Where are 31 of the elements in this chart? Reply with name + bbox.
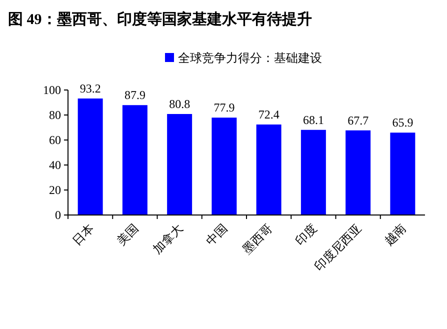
y-tick-label: 20 [49,183,61,197]
x-tick-label: 越南 [382,221,409,248]
x-tick-label: 墨西哥 [240,221,275,257]
bar [167,114,192,215]
x-tick-label: 日本 [70,221,96,248]
bar [78,98,103,215]
x-tick-label: 加拿大 [150,221,186,257]
data-label: 68.1 [302,112,324,127]
data-label: 65.9 [392,116,414,130]
bar [122,105,148,215]
bar [346,130,371,215]
y-tick-label: 40 [49,158,61,172]
y-tick-label: 60 [49,133,61,147]
bar [256,124,282,215]
bar [300,130,326,215]
data-label: 67.7 [348,113,369,128]
data-label: 77.9 [214,100,235,115]
bar [212,118,237,215]
chart-title: 图 49：墨西哥、印度等国家基建水平有待提升 [8,10,312,28]
data-label: 93.2 [80,82,101,96]
x-tick-label: 中国 [203,221,230,248]
data-label: 80.8 [169,97,190,111]
legend-label: 全球竞争力得分：基础建设 [178,51,322,65]
data-label: 72.4 [258,108,280,122]
bar [390,132,416,215]
y-tick-label: 0 [55,208,61,222]
data-label: 87.9 [124,88,146,102]
x-tick-label: 美国 [114,221,142,248]
y-tick-label: 80 [49,108,61,122]
x-tick-label: 印度 [292,221,320,248]
y-tick-label: 100 [43,83,61,97]
